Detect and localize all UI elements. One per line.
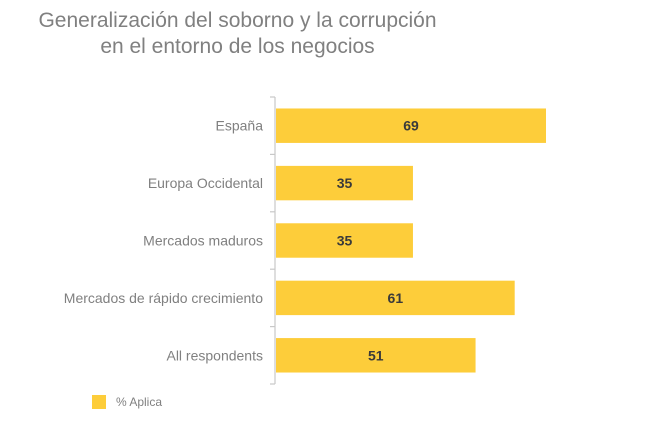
- value-label-mercados-maduros: 35: [337, 233, 353, 249]
- category-label-espana: España: [216, 118, 264, 134]
- bar-mercados-de-rapido-crecimiento: [276, 280, 515, 316]
- bar-all-respondents: [276, 338, 476, 373]
- bar-espana: [276, 108, 546, 143]
- legend: % Aplica: [92, 395, 162, 409]
- chart-title: Generalización del soborno y la corrupci…: [0, 8, 475, 60]
- category-label-europa-occidental: Europa Occidental: [148, 175, 263, 191]
- category-label-all-respondents: All respondents: [166, 347, 263, 363]
- value-label-all-respondents: 51: [368, 347, 384, 363]
- legend-label-aplica: % Aplica: [116, 395, 163, 409]
- value-label-espana: 69: [403, 118, 419, 134]
- chart-title-line-1: Generalización del soborno y la corrupci…: [38, 9, 437, 32]
- value-label-europa-occidental: 35: [337, 175, 353, 191]
- chart-title-line-2: en el entorno de los negocios: [100, 35, 375, 58]
- legend-swatch-aplica: [92, 395, 106, 409]
- category-label-mercados-maduros: Mercados maduros: [143, 233, 263, 249]
- bar-mercados-maduros: [276, 223, 413, 258]
- value-label-mercados-de-rapido-crecimiento: 61: [388, 290, 404, 306]
- bar-europa-occidental: [276, 165, 413, 201]
- category-label-mercados-de-rapido-crecimiento: Mercados de rápido crecimiento: [64, 290, 263, 306]
